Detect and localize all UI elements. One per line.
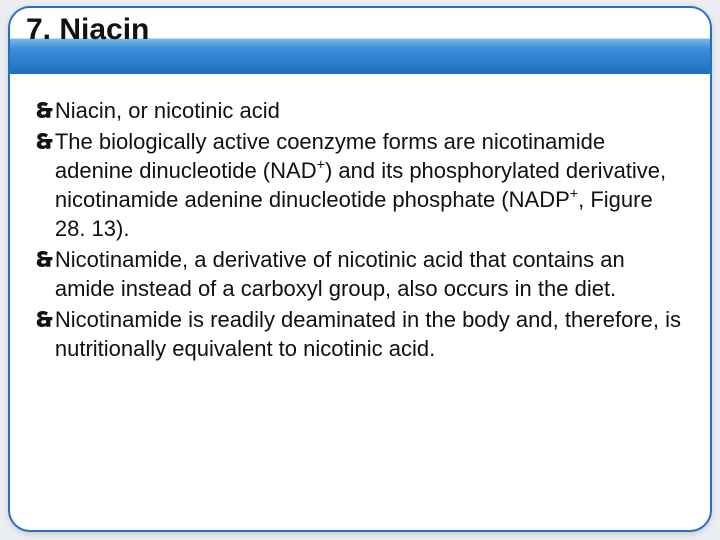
- slide-body: 🙳 Niacin, or nicotinic acid 🙳 The biolog…: [10, 74, 710, 375]
- list-item: 🙳 Nicotinamide, a derivative of nicotini…: [36, 245, 684, 303]
- bullet-text: Nicotinamide is readily deaminated in th…: [55, 305, 684, 363]
- list-item: 🙳 Niacin, or nicotinic acid: [36, 96, 684, 125]
- bullet-icon: 🙳: [36, 305, 53, 334]
- list-item: 🙳 Nicotinamide is readily deaminated in …: [36, 305, 684, 363]
- bullet-icon: 🙳: [36, 127, 53, 156]
- list-item: 🙳 The biologically active coenzyme forms…: [36, 127, 684, 243]
- bullet-text: Niacin, or nicotinic acid: [55, 96, 684, 125]
- bullet-icon: 🙳: [36, 245, 53, 274]
- slide-card: 7. Niacin 🙳 Niacin, or nicotinic acid 🙳 …: [8, 6, 712, 532]
- bullet-text: The biologically active coenzyme forms a…: [55, 127, 684, 243]
- bullet-icon: 🙳: [36, 96, 53, 125]
- bullet-text: Nicotinamide, a derivative of nicotinic …: [55, 245, 684, 303]
- slide-title: 7. Niacin: [26, 13, 149, 47]
- title-band: 7. Niacin: [10, 8, 710, 74]
